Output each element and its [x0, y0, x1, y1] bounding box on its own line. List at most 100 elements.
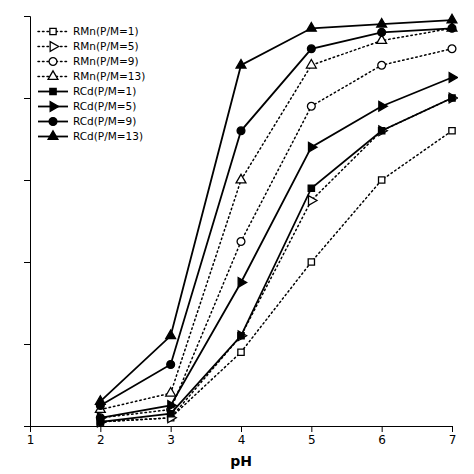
data-point: [166, 330, 176, 339]
legend-swatch-marker: [50, 42, 59, 52]
legend: RMn(P/M=1) RMn(P/M=5) RMn(P/M=9) RMn(P/M=13…: [38, 25, 145, 142]
series-line: [100, 49, 452, 418]
legend-swatch-marker: [48, 131, 58, 140]
data-marks: [95, 14, 457, 426]
legend-item: RMn(P/M=5): [38, 40, 139, 52]
series: [97, 93, 457, 427]
data-point: [449, 128, 455, 134]
series-line: [100, 20, 452, 401]
series: [95, 14, 457, 404]
data-point: [308, 185, 314, 191]
x-tick-label: 1: [27, 433, 35, 447]
x-tick: 3: [167, 426, 175, 447]
chart-container: 1234567RMn(P/M=1)RMn(P/M=5)RMn(P/M=9)RMn…: [0, 0, 474, 474]
plot-area: 1234567RMn(P/M=1)RMn(P/M=5)RMn(P/M=9)RMn…: [24, 14, 458, 446]
y-axis-line: [24, 17, 31, 427]
x-tick-mark: [171, 426, 172, 432]
series: [95, 23, 457, 413]
legend-swatch-marker: [49, 118, 57, 126]
legend-item: RCd(P/M=13): [38, 130, 143, 142]
legend-item: RMn(P/M=1): [38, 25, 139, 37]
y-tick-mark: [24, 16, 30, 17]
data-point: [238, 278, 247, 288]
legend-swatch-marker: [49, 58, 57, 66]
x-tick-label: 5: [308, 433, 316, 447]
legend-item: RMn(P/M=9): [38, 55, 139, 67]
data-point: [448, 45, 456, 53]
legend-item: RCd(P/M=1): [38, 85, 136, 97]
series-line: [100, 98, 452, 422]
data-point: [449, 93, 458, 103]
data-point: [238, 331, 247, 341]
x-tick-mark: [100, 426, 101, 432]
y-tick: [24, 180, 30, 181]
x-tick-label: 2: [97, 433, 105, 447]
x-axis-title: pH: [230, 453, 252, 469]
data-point: [379, 126, 388, 136]
data-point: [449, 95, 455, 101]
data-point: [168, 411, 174, 417]
x-tick-label: 7: [449, 433, 457, 447]
y-axis: [24, 17, 31, 427]
data-point: [379, 128, 385, 134]
legend-swatch-marker: [50, 28, 56, 34]
y-tick-mark: [24, 262, 30, 263]
x-tick-mark: [311, 426, 312, 432]
data-point: [238, 333, 244, 339]
chart-svg: 1234567RMn(P/M=1)RMn(P/M=5)RMn(P/M=9)RMn…: [0, 0, 474, 474]
data-point: [307, 45, 315, 53]
data-point: [306, 23, 316, 32]
legend-label: RCd(P/M=1): [73, 85, 136, 97]
x-tick-mark: [241, 426, 242, 432]
legend-label: RMn(P/M=5): [73, 40, 139, 52]
data-point: [447, 14, 457, 23]
legend-label: RMn(P/M=9): [73, 55, 139, 67]
x-tick: 1: [27, 426, 35, 447]
x-tick: 6: [378, 426, 386, 447]
data-point: [237, 127, 245, 135]
data-point: [308, 259, 314, 265]
legend-label: RMn(P/M=1): [73, 25, 139, 37]
series: [96, 45, 455, 422]
x-axis-line: [31, 427, 453, 433]
data-point: [378, 28, 386, 36]
data-point: [379, 177, 385, 183]
data-point: [307, 102, 315, 110]
legend-item: RCd(P/M=9): [38, 115, 136, 127]
y-tick-mark: [24, 344, 30, 345]
series: [96, 24, 455, 409]
x-tick-mark: [452, 426, 453, 432]
data-point: [166, 388, 176, 397]
x-tick: 5: [308, 426, 316, 447]
data-point: [168, 401, 177, 411]
data-point: [238, 349, 244, 355]
y-tick: [24, 262, 30, 263]
data-point: [308, 142, 317, 152]
data-point: [237, 238, 245, 246]
data-point: [97, 413, 106, 423]
y-tick: [24, 98, 30, 99]
x-tick-label: 4: [238, 433, 246, 447]
data-point: [378, 61, 386, 69]
y-tick-mark: [24, 180, 30, 181]
x-tick: 4: [238, 426, 246, 447]
data-point: [449, 73, 458, 83]
series: [97, 128, 455, 425]
x-tick-label: 6: [378, 433, 386, 447]
legend-label: RCd(P/M=9): [73, 115, 136, 127]
series: [97, 73, 457, 423]
y-tick: [24, 344, 30, 345]
x-tick: 7: [449, 426, 457, 447]
x-tick: 2: [97, 426, 105, 447]
data-point: [236, 60, 246, 69]
data-point: [236, 174, 246, 183]
x-tick-label: 3: [167, 433, 175, 447]
x-axis: 1 2 3 4 5 6 7: [27, 426, 457, 447]
series-line: [100, 98, 452, 422]
data-point: [306, 60, 316, 69]
x-tick-mark: [382, 426, 383, 432]
legend-label: RMn(P/M=13): [73, 70, 145, 82]
legend-swatch-marker: [48, 71, 58, 80]
legend-swatch-marker: [50, 88, 56, 94]
y-tick-mark: [24, 426, 30, 427]
